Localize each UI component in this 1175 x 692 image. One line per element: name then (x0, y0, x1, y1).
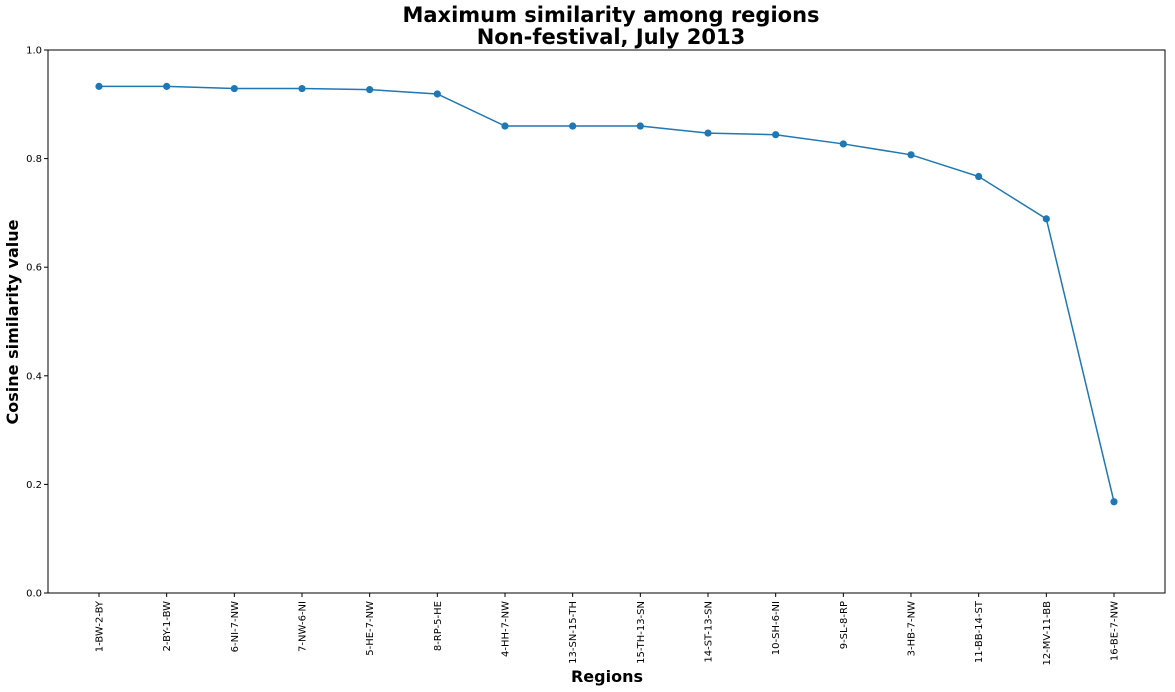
x-tick-label: 6-NI-7-NW (230, 601, 241, 652)
y-tick-label: 0.8 (26, 154, 42, 165)
x-axis-label: Regions (571, 667, 643, 686)
y-tick-label: 0.0 (26, 589, 42, 600)
data-point (636, 122, 644, 130)
data-point (433, 90, 441, 98)
data-point (298, 84, 306, 93)
x-tick-label: 1-BW-2-BY (95, 600, 106, 652)
x-tick-label: 15-TH-13-SN (636, 601, 647, 664)
x-tick-label: 4-HH-7-NW (501, 601, 512, 657)
chart-title: Maximum similarity among regions (402, 3, 819, 27)
x-axis: 1-BW-2-BY 2-BY-1-BW 6-NI-7-NW 7-NW-6-NI 5-HE… (95, 593, 1121, 666)
plot-area-frame (47, 49, 1166, 594)
x-tick-label: 9-SL-8-RP (839, 601, 850, 649)
data-point (839, 140, 847, 148)
data-point (569, 122, 577, 130)
data-point (772, 131, 780, 139)
x-tick-label: 7-NW-6-NI (298, 601, 309, 652)
chart-subtitle: Non-festival, July 2013 (477, 25, 746, 49)
data-point (907, 151, 915, 159)
y-tick-label: 0.4 (26, 371, 42, 382)
x-tick-label: 13-SN-15-TH (568, 601, 579, 664)
series-layer (95, 82, 1118, 506)
y-tick-label: 0.6 (26, 263, 42, 274)
series-line (99, 85, 1115, 502)
data-point (163, 82, 171, 90)
y-axis-label: Cosine similarity value (3, 219, 22, 424)
data-point (230, 84, 238, 93)
x-tick-label: 12-MV-11-BB (1042, 601, 1053, 666)
y-tick-label: 0.2 (26, 480, 42, 491)
x-tick-label: 14-ST-13-SN (704, 601, 715, 663)
data-point (1042, 215, 1050, 223)
data-point (1110, 498, 1118, 506)
data-point (366, 86, 374, 94)
x-tick-label: 8-RP-5-HE (433, 601, 444, 651)
data-point (975, 172, 983, 181)
x-tick-label: 3-HB-7-NW (907, 601, 918, 656)
x-tick-label: 10-SH-6-NI (771, 601, 782, 655)
x-tick-label: 2-BY-1-BW (162, 601, 173, 652)
y-tick-label: 1.0 (26, 46, 42, 57)
x-tick-label: 16-BE-7-NW (1110, 601, 1121, 661)
x-tick-label: 5-HE-7-NW (365, 601, 376, 656)
data-point (501, 122, 509, 130)
data-point (95, 82, 103, 90)
y-axis: 0.0 0.2 0.4 0.6 0.8 1.0 (26, 46, 48, 600)
data-point (704, 129, 712, 137)
x-tick-label: 11-BB-14-ST (974, 600, 985, 663)
